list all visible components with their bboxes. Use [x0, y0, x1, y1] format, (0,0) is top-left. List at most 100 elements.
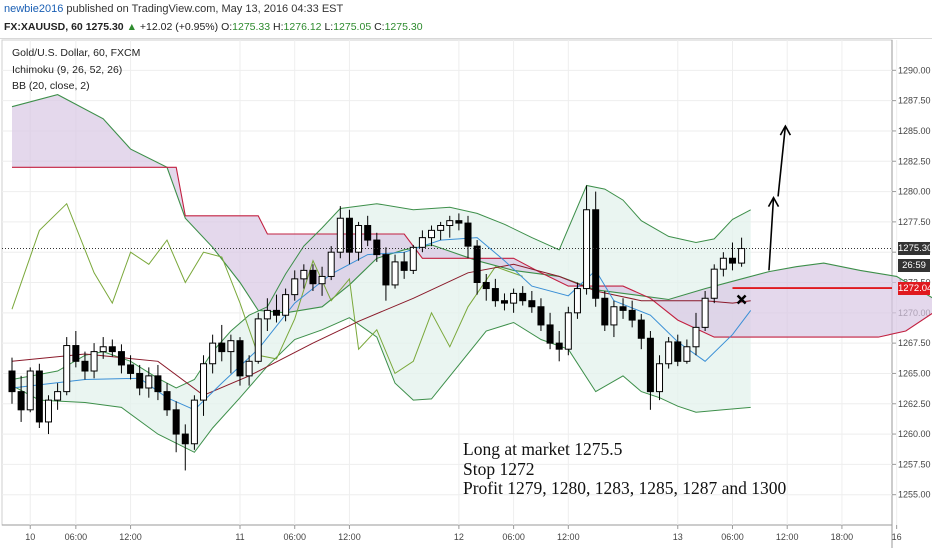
author-name[interactable]: newbie2016 — [4, 3, 64, 15]
candle-body — [656, 363, 664, 393]
x-tick-label: 12:00 — [776, 532, 799, 542]
candle-body — [683, 346, 691, 362]
high-value: 1276.12 — [283, 21, 322, 33]
candle-body — [117, 351, 125, 366]
candle-body — [54, 391, 62, 401]
candle-body — [546, 324, 554, 344]
x-tick-label: 12:00 — [338, 532, 361, 542]
candle-body — [309, 269, 317, 285]
candle-body — [44, 399, 52, 423]
x-tick-label: 06:00 — [721, 532, 744, 542]
arrow-up-icon — [779, 124, 792, 136]
candle-body — [692, 326, 700, 348]
high-label: H: — [273, 21, 284, 33]
candle-body — [63, 345, 71, 393]
candle-body — [619, 306, 627, 311]
price-tag: 1275.30 — [898, 242, 932, 256]
ichimoku-legend[interactable]: Ichimoku (9, 26, 52, 26) — [12, 64, 123, 76]
candle-body — [409, 246, 417, 271]
bb-legend[interactable]: BB (20, close, 2) — [12, 80, 90, 92]
candle-body — [537, 306, 545, 326]
candle-body — [8, 370, 16, 393]
candle-body — [26, 370, 34, 411]
chikou-span — [11, 202, 523, 375]
candle-body — [163, 391, 171, 411]
ichimoku-cloud — [12, 94, 932, 338]
y-tick-label: 1260.00 — [898, 429, 931, 439]
candle-body — [318, 275, 326, 285]
candle-body — [446, 220, 454, 227]
candle-body — [99, 346, 107, 353]
candle-body — [190, 399, 198, 445]
candle-body — [127, 364, 135, 374]
x-tick-label: 06:00 — [65, 532, 88, 542]
candle-body — [236, 340, 244, 377]
candle-body — [510, 292, 518, 304]
candle-body — [108, 346, 116, 353]
candle-body — [181, 433, 189, 445]
x-tick-label: 12 — [454, 532, 464, 542]
candle-body — [336, 217, 344, 253]
candle-body — [710, 268, 718, 299]
x-tick-label: 13 — [673, 532, 683, 542]
x-tick-label: 06:00 — [283, 532, 306, 542]
up-arrow-icon: ▲ — [126, 21, 137, 33]
candle-body — [674, 341, 682, 362]
candle-body — [701, 297, 709, 328]
candle-body — [200, 363, 208, 401]
candle-body — [437, 225, 445, 231]
candle-body — [72, 345, 80, 362]
candle-body — [464, 222, 472, 247]
chart-title: Gold/U.S. Dollar, 60, FXCM — [12, 47, 141, 59]
candle-body — [610, 306, 618, 326]
low-value: 1275.05 — [333, 21, 372, 33]
candle-body — [272, 309, 280, 316]
candle-body — [345, 217, 353, 253]
candle-body — [719, 257, 727, 270]
candle-body — [227, 340, 235, 353]
y-tick-label: 1285.00 — [898, 126, 931, 136]
candle-body — [728, 257, 736, 264]
candle-body — [364, 225, 372, 241]
y-tick-label: 1267.50 — [898, 338, 931, 348]
candle-body — [282, 294, 290, 316]
entry-text: Long at market 1275.5 — [463, 439, 623, 459]
candle-body — [573, 288, 581, 314]
y-tick-label: 1280.00 — [898, 187, 931, 197]
price-change: +12.02 (+0.95%) — [139, 21, 219, 33]
candle-body — [327, 251, 335, 277]
arrow-up-icon — [767, 195, 780, 208]
candle-body — [391, 261, 399, 286]
candle-body — [592, 209, 600, 299]
candle-body — [482, 282, 490, 290]
senkou-span-b — [12, 166, 932, 338]
candle-body — [209, 342, 217, 365]
candle-body — [637, 319, 645, 339]
candle-body — [564, 312, 572, 350]
header-divider — [0, 38, 932, 39]
x-tick-label: 18:00 — [831, 532, 854, 542]
y-tick-label: 1287.50 — [898, 96, 931, 106]
y-tick-label: 1282.50 — [898, 156, 931, 166]
candle-body — [555, 342, 563, 350]
x-tick-label: 12:00 — [557, 532, 580, 542]
bollinger-lower — [11, 317, 751, 453]
candle-body — [35, 370, 43, 423]
x-tick-label: 06:00 — [502, 532, 525, 542]
tenkan-sen — [11, 237, 752, 411]
candle-body — [154, 375, 162, 393]
x-tick-label: 11 — [235, 532, 244, 542]
y-tick-label: 1265.00 — [898, 368, 931, 378]
candle-body — [738, 248, 746, 264]
candle-body — [601, 297, 609, 326]
y-tick-label: 1290.00 — [898, 65, 931, 75]
bollinger-band-fill — [12, 185, 751, 453]
stop-text: Stop 1272 — [463, 458, 535, 479]
candle-body — [628, 309, 636, 321]
kijun-sen — [11, 263, 751, 396]
candle-body — [136, 372, 144, 389]
close-label: C: — [374, 21, 385, 33]
price-tag: 1272.04 — [898, 281, 932, 295]
y-tick-label: 1257.50 — [898, 459, 931, 469]
